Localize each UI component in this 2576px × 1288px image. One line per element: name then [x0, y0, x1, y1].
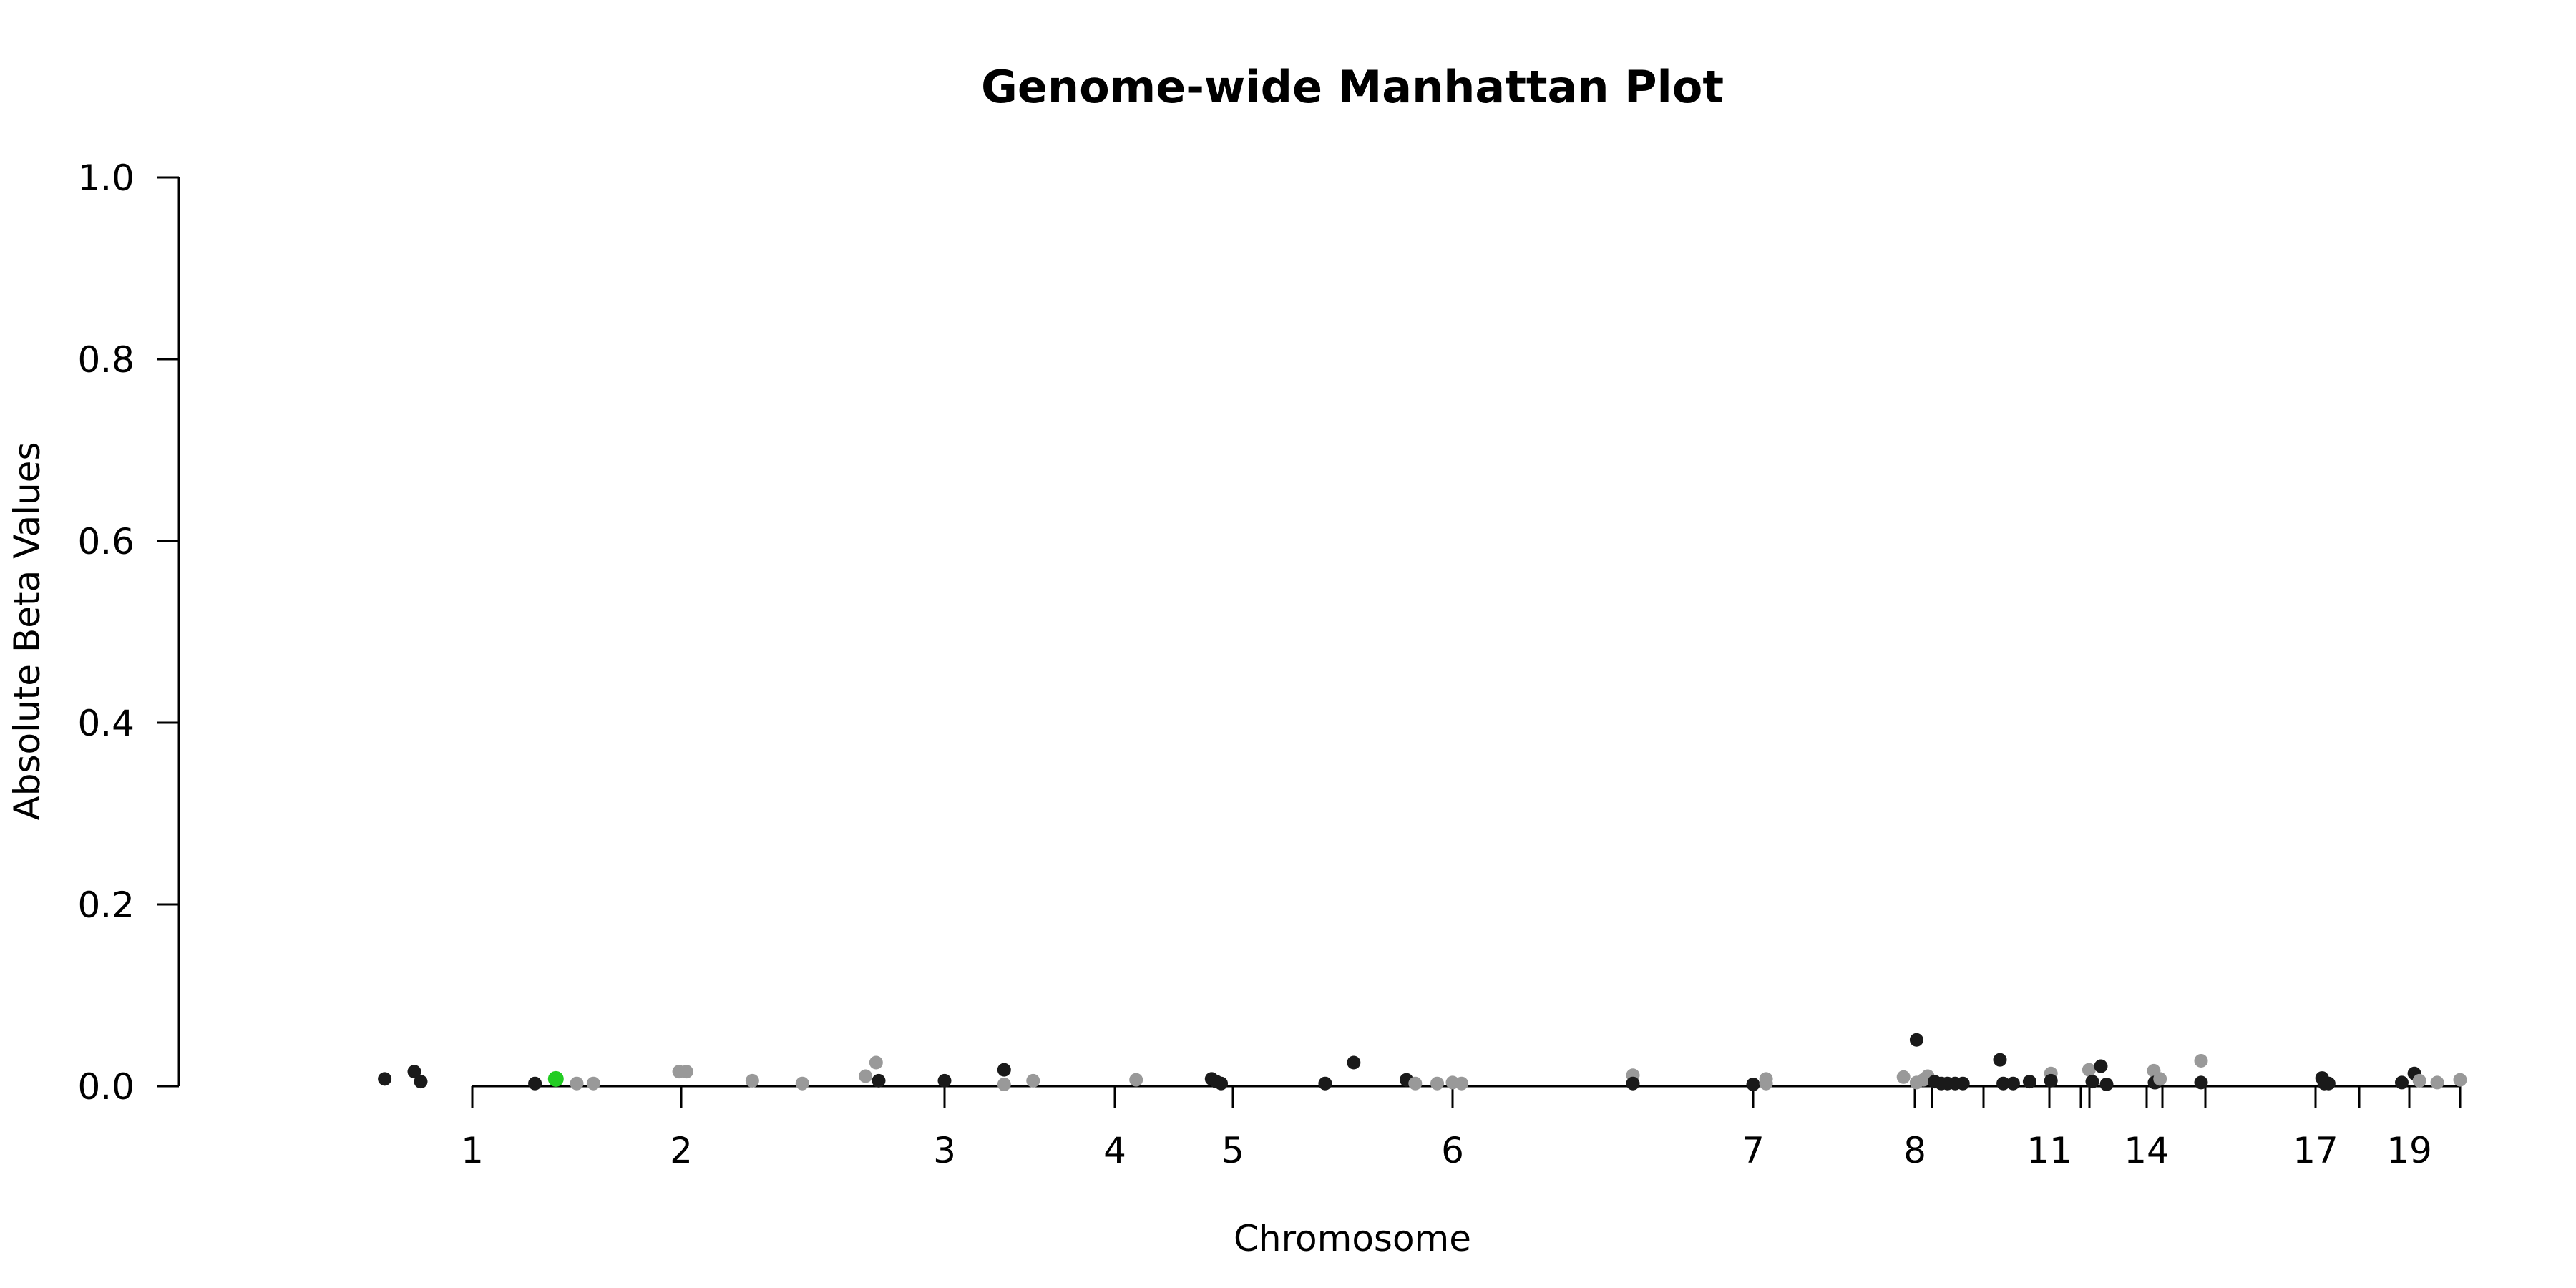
data-point [2022, 1075, 2036, 1089]
data-point [1909, 1033, 1923, 1047]
data-point [2430, 1075, 2444, 1090]
data-point [1746, 1077, 1760, 1091]
data-point [1896, 1070, 1911, 1084]
data-point [1956, 1076, 1970, 1091]
y-tick-label: 0.4 [77, 703, 135, 744]
highlighted-data-point [547, 1070, 564, 1087]
x-tick-label: 7 [1742, 1130, 1765, 1171]
x-tick-label: 6 [1441, 1130, 1464, 1171]
data-point [679, 1065, 693, 1079]
y-tick-label: 0.8 [77, 339, 135, 381]
x-ticks: 1 2 3 4 5 6 7 8 11 14 17 19 [461, 1086, 2462, 1171]
data-point [1214, 1076, 1228, 1091]
data-point [869, 1055, 883, 1070]
data-point [1430, 1076, 1445, 1091]
x-tick-label: 19 [2386, 1130, 2432, 1171]
data-point [1347, 1055, 1361, 1070]
y-axis-label: Absolute Beta Values [6, 442, 48, 821]
y-tick-label: 1.0 [77, 157, 135, 199]
data-point [2321, 1076, 2336, 1091]
data-point [997, 1077, 1011, 1091]
x-tick-label: 4 [1103, 1130, 1126, 1171]
x-tick-label: 8 [1903, 1130, 1926, 1171]
data-point [2094, 1059, 2108, 1073]
x-tick-label: 11 [2026, 1130, 2072, 1171]
data-point [2082, 1063, 2096, 1077]
data-point [1026, 1073, 1040, 1088]
y-ticks: 0.0 0.2 0.4 0.6 0.8 1.0 [77, 157, 179, 1108]
x-tick-label: 3 [933, 1130, 956, 1171]
data-point [414, 1075, 428, 1089]
data-point [1408, 1076, 1423, 1091]
data-point [378, 1072, 392, 1086]
data-point [586, 1076, 600, 1091]
data-point [2453, 1073, 2467, 1087]
data-point [1455, 1076, 1469, 1091]
data-point [528, 1076, 542, 1091]
data-point [1759, 1076, 1773, 1091]
data-point [2044, 1073, 2058, 1088]
x-tick-label: 17 [2293, 1130, 2338, 1171]
data-point [1318, 1076, 1332, 1091]
data-point [1626, 1076, 1640, 1091]
y-tick-label: 0.0 [77, 1066, 135, 1108]
data-point [2153, 1072, 2167, 1086]
y-tick-label: 0.6 [77, 521, 135, 562]
data-point [2194, 1053, 2208, 1068]
data-point [2085, 1075, 2099, 1089]
data-points [378, 1033, 2467, 1091]
data-point [1993, 1053, 2007, 1067]
data-point [1129, 1073, 1143, 1087]
data-point [2412, 1073, 2426, 1088]
y-tick-label: 0.2 [77, 884, 135, 926]
data-point [745, 1073, 759, 1088]
data-point [859, 1069, 873, 1083]
x-tick-label: 14 [2124, 1130, 2170, 1171]
data-point [2194, 1075, 2208, 1090]
data-point [795, 1076, 809, 1091]
data-point [407, 1065, 421, 1079]
data-point [2006, 1076, 2020, 1091]
x-axis-label: Chromosome [1234, 1218, 1471, 1259]
data-point [2395, 1075, 2409, 1090]
x-tick-label: 2 [670, 1130, 693, 1171]
x-tick-label: 5 [1221, 1130, 1244, 1171]
data-point [570, 1076, 584, 1091]
data-point [2099, 1077, 2114, 1091]
data-point [997, 1063, 1011, 1077]
chart-title: Genome-wide Manhattan Plot [981, 61, 1724, 113]
data-point [937, 1073, 952, 1088]
x-tick-label: 1 [461, 1130, 484, 1171]
data-point [872, 1073, 886, 1088]
data-point [1996, 1076, 2011, 1091]
